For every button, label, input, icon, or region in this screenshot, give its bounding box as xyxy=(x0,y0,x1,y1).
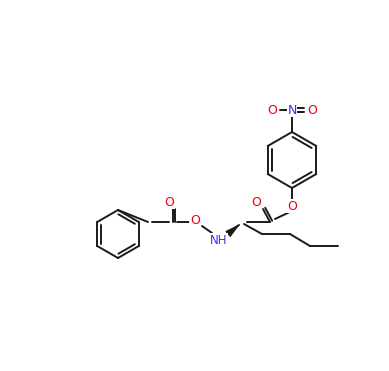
Text: O: O xyxy=(307,104,317,116)
Text: O: O xyxy=(190,213,200,227)
Text: O: O xyxy=(164,196,174,209)
Text: N: N xyxy=(287,104,297,116)
Text: O: O xyxy=(251,196,261,209)
Text: O: O xyxy=(287,200,297,213)
Text: NH: NH xyxy=(210,233,228,246)
Text: O: O xyxy=(267,104,277,116)
Polygon shape xyxy=(226,225,239,237)
